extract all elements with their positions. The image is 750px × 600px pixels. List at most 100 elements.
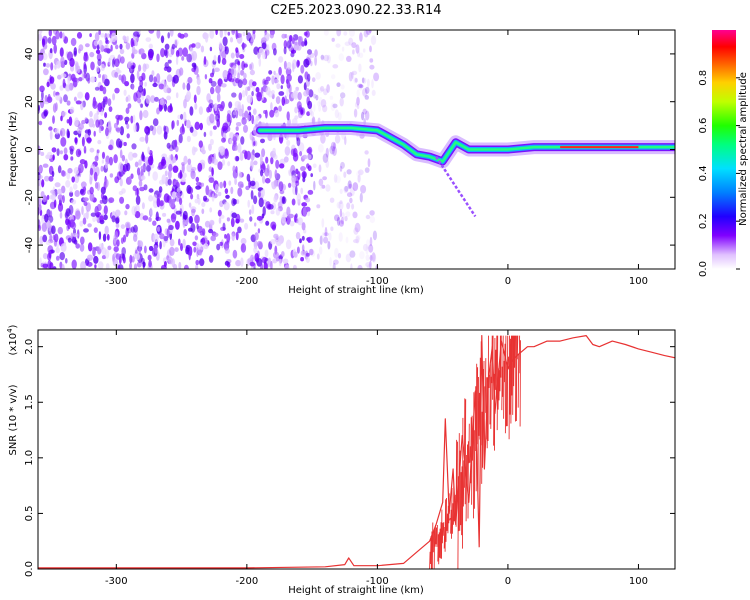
noise-speckle	[98, 128, 102, 134]
noise-speckle	[195, 263, 199, 269]
noise-speckle	[369, 210, 375, 216]
noise-speckle	[195, 43, 199, 48]
noise-speckle	[162, 212, 167, 217]
noise-speckle	[199, 258, 205, 267]
noise-speckle	[109, 156, 113, 166]
noise-speckle	[200, 45, 205, 53]
noise-speckle	[83, 201, 88, 207]
noise-speckle	[204, 74, 208, 80]
noise-speckle	[168, 256, 173, 265]
noise-speckle	[60, 56, 65, 66]
noise-speckle	[239, 218, 245, 223]
noise-speckle	[257, 190, 261, 198]
noise-speckle	[107, 120, 112, 129]
noise-speckle	[74, 190, 80, 197]
noise-speckle	[325, 147, 329, 158]
noise-speckle	[154, 96, 159, 102]
noise-speckle	[276, 257, 280, 262]
noise-speckle	[307, 189, 314, 195]
noise-speckle	[54, 233, 59, 243]
noise-speckle	[274, 169, 278, 179]
noise-speckle	[148, 245, 154, 252]
noise-speckle	[224, 234, 227, 239]
noise-speckle	[338, 232, 343, 242]
noise-speckle	[95, 65, 100, 73]
noise-speckle	[265, 201, 271, 209]
noise-speckle	[300, 166, 306, 172]
noise-speckle	[209, 207, 213, 213]
noise-speckle	[141, 202, 145, 210]
noise-speckle	[346, 169, 352, 175]
noise-speckle	[340, 161, 345, 169]
noise-speckle	[365, 239, 370, 250]
noise-speckle	[242, 90, 246, 98]
noise-speckle	[57, 194, 64, 201]
noise-speckle	[122, 234, 127, 243]
noise-speckle	[281, 96, 286, 107]
noise-speckle	[229, 139, 233, 144]
noise-speckle	[235, 156, 240, 162]
x-tick-label: -300	[105, 276, 128, 287]
noise-speckle	[296, 101, 302, 110]
noise-speckle	[99, 215, 104, 223]
noise-speckle	[351, 71, 355, 79]
noise-speckle	[191, 67, 196, 73]
noise-speckle	[291, 175, 296, 183]
noise-speckle	[314, 49, 318, 57]
noise-speckle	[175, 210, 182, 215]
x-tick-label: 100	[629, 576, 648, 587]
noise-speckle	[215, 30, 218, 35]
noise-speckle	[343, 171, 347, 178]
snr-oscillation	[429, 335, 521, 569]
noise-speckle	[250, 190, 254, 200]
noise-speckle	[264, 249, 269, 258]
noise-speckle	[92, 216, 96, 222]
noise-speckle	[80, 181, 87, 188]
noise-speckle	[352, 211, 358, 219]
noise-speckle	[83, 197, 89, 202]
noise-speckle	[134, 161, 139, 168]
y-tick-label: -40	[24, 237, 35, 253]
noise-speckle	[167, 178, 172, 186]
noise-speckle	[343, 31, 348, 36]
noise-speckle	[41, 214, 45, 225]
noise-speckle	[313, 93, 317, 99]
noise-speckle	[309, 248, 314, 256]
noise-speckle	[145, 165, 151, 172]
noise-speckle	[244, 222, 249, 230]
noise-speckle	[59, 211, 63, 219]
noise-speckle	[273, 233, 279, 239]
noise-speckle	[305, 197, 311, 203]
noise-speckle	[358, 84, 364, 89]
noise-speckle	[198, 106, 203, 115]
noise-speckle	[87, 223, 92, 228]
noise-speckle	[319, 235, 323, 245]
noise-speckle	[213, 67, 220, 73]
noise-speckle	[144, 245, 147, 254]
noise-speckle	[100, 33, 105, 38]
noise-speckle	[207, 155, 213, 165]
noise-speckle	[80, 261, 87, 269]
noise-speckle	[306, 111, 311, 117]
noise-speckle	[311, 77, 316, 83]
noise-speckle	[94, 182, 99, 189]
noise-speckle	[98, 73, 102, 79]
noise-speckle	[60, 243, 67, 253]
noise-speckle	[278, 91, 285, 96]
noise-speckle	[269, 169, 272, 179]
noise-speckle	[336, 201, 341, 209]
noise-speckle	[126, 35, 130, 43]
noise-speckle	[74, 117, 79, 127]
noise-speckle	[140, 165, 146, 171]
noise-speckle	[368, 30, 372, 33]
noise-speckle	[38, 120, 43, 126]
noise-speckle	[149, 125, 154, 131]
y-tick-label: 20	[24, 95, 35, 108]
noise-speckle	[251, 90, 254, 97]
noise-speckle	[301, 202, 308, 207]
noise-speckle	[245, 86, 248, 97]
noise-speckle	[203, 131, 207, 138]
noise-speckle	[38, 30, 43, 34]
noise-speckle	[53, 90, 56, 97]
noise-speckle	[94, 264, 97, 269]
